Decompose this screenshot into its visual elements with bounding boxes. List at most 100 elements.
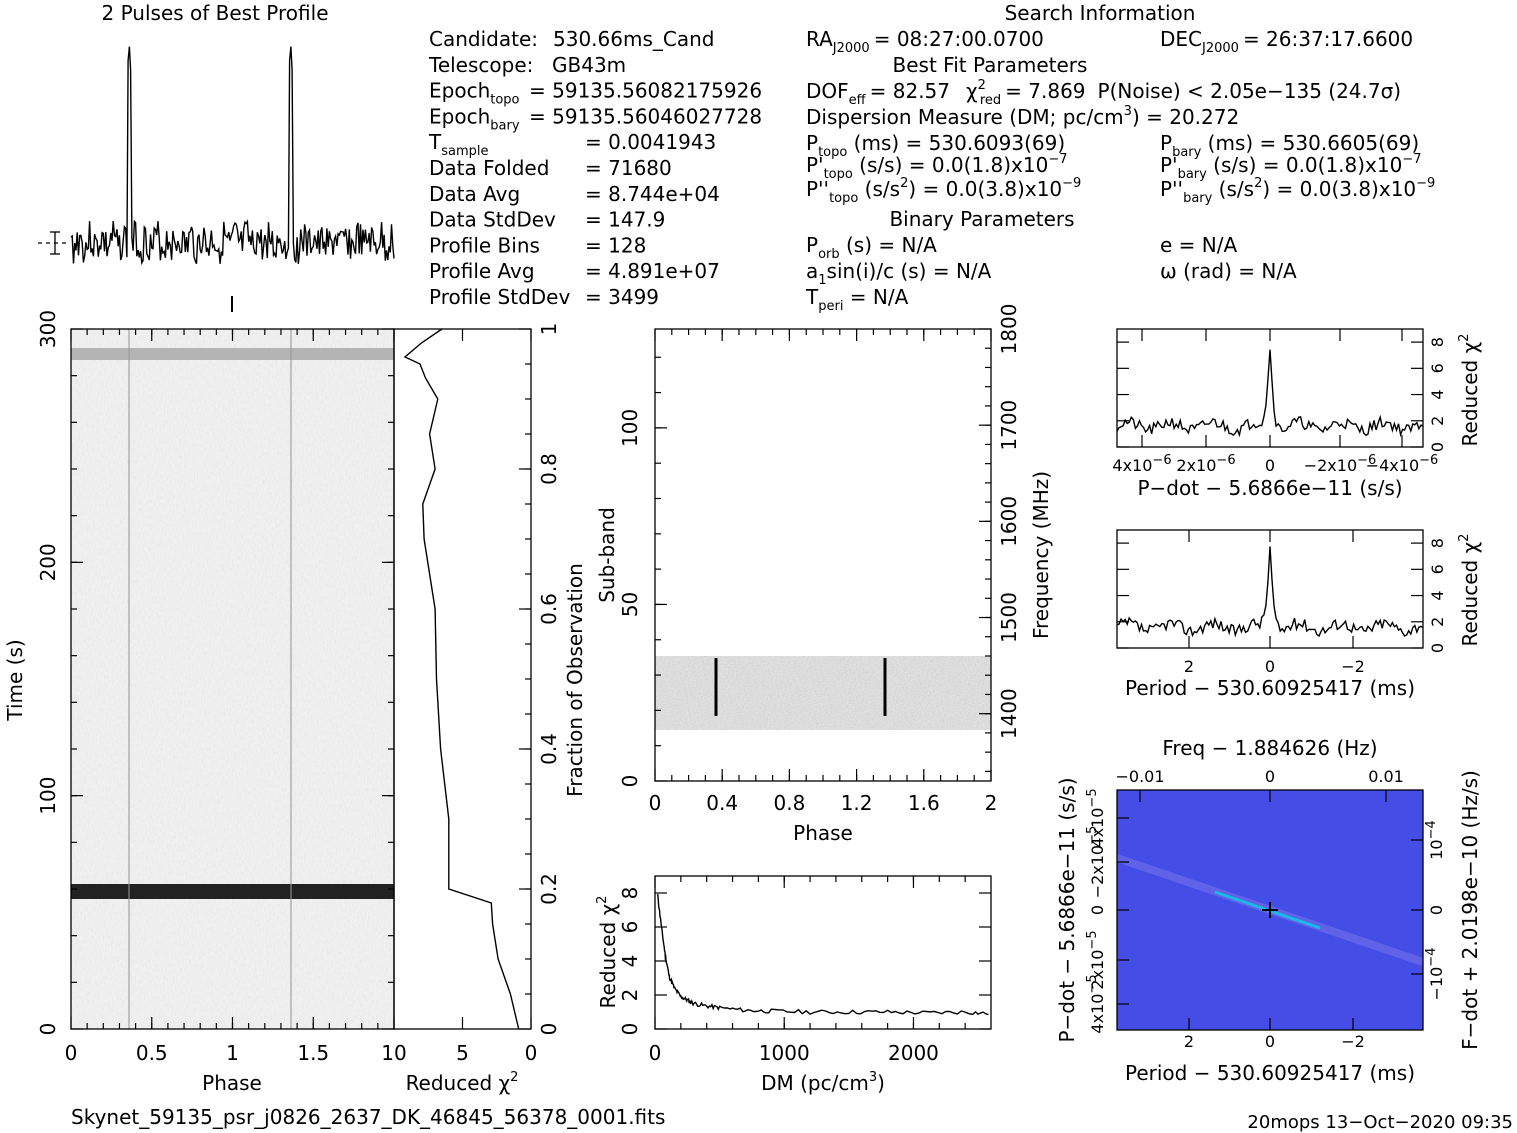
time-chi2-xtick: 10 [381,1041,406,1065]
binary-title: Binary Parameters [889,207,1074,231]
xtick: 2x10−6 [1176,453,1235,475]
dm-ytick: 6 [618,921,642,934]
info-row: Candidate: 530.66ms_Cand [429,27,714,51]
subband-plot [654,328,992,782]
dm-ytick: 4 [618,955,642,968]
dm-xtick: 1000 [759,1041,810,1065]
faint-dark-band [71,348,394,360]
xtick: 2 [1184,657,1194,676]
time-phase-ytick: 100 [36,777,60,815]
pbary-line: Pbary (ms) = 530.6605(69) [1160,131,1419,160]
dm-xtick: 0 [649,1041,662,1065]
freq-title: Freq − 1.884626 (Hz) [1162,736,1377,760]
dm-line: Dispersion Measure (DM; pc/cm3) = 20.272 [806,104,1239,129]
time-phase-xlabel: Phase [202,1071,262,1095]
chi2-ytick: 4 [1428,389,1447,399]
dm-ytick: 2 [618,989,642,1002]
dm-ytick: 8 [618,887,642,900]
dec-line: DECJ2000 = 26:37:17.6600 [1160,27,1413,56]
subband-xtick: 0.8 [773,791,805,815]
period-ylabel: Reduced χ2 [1457,534,1482,647]
period-chi2-series [1116,546,1424,638]
pdot-chi2-series [1116,349,1424,438]
chi2-ytick: 2 [1428,617,1447,627]
time-phase-xtick: 1.5 [297,1041,329,1065]
frequency-label: Frequency (MHz) [1029,471,1053,639]
info-row: Profile StdDev = 3499 [429,285,659,309]
time-chi2-xlabel: Reduced χ2 [406,1070,519,1095]
subband-xlabel: Phase [793,821,853,845]
xtick: 4x10−6 [1112,453,1171,475]
fraction-tick: 0.8 [537,453,561,485]
dof-line: DOFeff = 82.57 χ2 red = 7.869 P(Noise) < 2.05… [806,78,1401,108]
frequency-tick: 1700 [997,400,1021,451]
frequency-tick: 1600 [997,496,1021,547]
fraction-tick: 1 [537,323,561,336]
time-phase-ylabel: Time (s) [3,639,27,721]
pddbary-line: P''bary (s/s2) = 0.0(3.8)x10−9 [1160,176,1435,206]
profile-error-bar [38,231,68,255]
ecc-line: e = N/A [1160,233,1237,257]
chi2-ytick: 6 [1428,363,1447,373]
time-phase-ytick: 300 [36,310,60,348]
dm-ytick: 0 [618,1023,642,1036]
dm-xtick: 2000 [888,1041,939,1065]
info-row: Profile Avg = 4.891e+07 [429,259,720,283]
subband-xtick: 1.2 [841,791,873,815]
time-phase-xtick: 1 [226,1041,239,1065]
fraction-tick: 0.2 [537,873,561,905]
pdbary-line: P'bary (s/s) = 0.0(1.8)x10−7 [1160,152,1422,182]
footer-filename: Skynet_59135_psr_j0826_2637_DK_46845_563… [71,1105,665,1129]
frequency-tick: 1400 [997,688,1021,739]
subband-ytick: 100 [618,409,642,447]
xtick: −2 [1341,657,1365,676]
subband-ytick: 0 [618,775,642,788]
pp-xlabel: Period − 530.60925417 (ms) [1125,1061,1415,1085]
info-row: Data Avg = 8.744e+04 [429,182,720,206]
chi2-ytick: 4 [1428,590,1447,600]
time-chi2-xtick: 5 [456,1041,469,1065]
time-chi2-xtick: 0 [525,1041,538,1065]
dm-chi2-frame [654,875,992,1030]
fdot-tick: 10−4 [1424,820,1446,860]
info-row: Data StdDev = 147.9 [429,208,665,232]
time-chi2-series [403,328,520,1030]
dm-ylabel: Reduced χ2 [595,896,620,1009]
omega-line: ω (rad) = N/A [1160,259,1297,283]
fraction-tick: 0.6 [537,593,561,625]
period-xlabel: Period − 530.60925417 (ms) [1125,676,1415,700]
pp-xtick: 0 [1265,1032,1275,1051]
info-row: Epochbary = 59135.56046027728 [429,104,762,133]
pp-ylabel-right: F−dot + 2.0198e−10 (Hz/s) [1458,770,1482,1050]
info-row: Tsample = 0.0041943 [428,130,716,159]
fdot-tick: 0 [1427,905,1446,915]
pdot-chi2-frame [1116,328,1424,448]
info-row: Data Folded = 71680 [429,156,672,180]
chi2-ytick: 8 [1428,538,1447,548]
time-phase-plot [70,328,395,1030]
chi2-ytick: 2 [1428,416,1447,426]
period-pdot-plane [1117,790,1423,1030]
pddtopo-line: P''topo (s/s2) = 0.0(3.8)x10−9 [806,176,1081,206]
dark-time-band [71,884,394,899]
time-phase-xtick: 0 [65,1041,78,1065]
pp-ylabel: P−dot − 5.6866e−11 (s/s) [1055,777,1079,1042]
chi2-ytick: 0 [1428,643,1447,653]
subband-ylabel: Sub-band [595,507,619,603]
fraction-label: Fraction of Observation [563,563,587,797]
time-phase-ytick: 200 [36,543,60,581]
fraction-tick: 0.4 [537,733,561,765]
pdtopo-line: P'topo (s/s) = 0.0(1.8)x10−7 [806,152,1068,182]
subband-xtick: 0 [649,791,662,815]
subband-xtick: 2 [985,791,998,815]
chi2-ytick: 8 [1428,337,1447,347]
subband-ytick: 50 [618,592,642,617]
chi2-ytick: 6 [1428,564,1447,574]
info-row: Profile Bins = 128 [429,233,646,257]
tperi-line: Tperi = N/A [805,285,909,314]
ra-line: RAJ2000 = 08:27:00.0700 [806,27,1044,56]
subband-xtick: 0.4 [706,791,738,815]
subband-xtick: 1.6 [908,791,940,815]
